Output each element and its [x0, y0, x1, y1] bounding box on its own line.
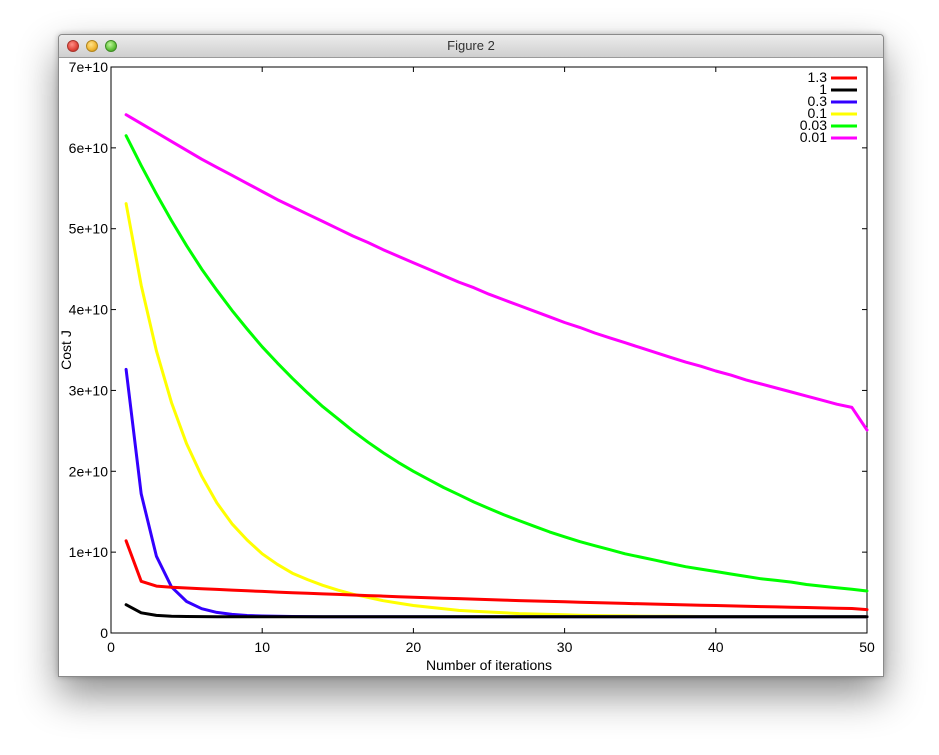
- x-tick-label: 40: [708, 639, 724, 655]
- y-tick-label: 3e+10: [69, 382, 109, 398]
- y-tick-label: 2e+10: [69, 463, 109, 479]
- series-lines: [124, 113, 869, 619]
- x-axis-label: Number of iterations: [426, 657, 552, 673]
- series-line-0-1: [124, 202, 869, 619]
- y-axis-ticks: 0 1e+10 2e+10 3e+10 4e+10 5e+10 6e+10 7e+10: [69, 59, 867, 641]
- y-tick-label: 0: [100, 625, 108, 641]
- window-title: Figure 2: [447, 38, 495, 53]
- y-axis-label: Cost J: [59, 330, 74, 370]
- legend: 1.310.30.10.030.01: [800, 69, 857, 145]
- figure-window: Figure 2 0 1e+10 2e+10 3e+10 4e+10 5e+10 6e+10…: [58, 34, 884, 677]
- close-window-icon[interactable]: [67, 40, 79, 52]
- y-tick-label: 1e+10: [69, 544, 109, 560]
- legend-label: 0.3: [808, 93, 828, 109]
- x-tick-label: 0: [107, 639, 115, 655]
- x-tick-label: 50: [859, 639, 875, 655]
- legend-label: 1.3: [808, 69, 828, 85]
- y-tick-label: 5e+10: [69, 221, 109, 237]
- x-axis-ticks: 0 10 20 30 40 50: [107, 67, 875, 655]
- series-line-0-01: [124, 113, 869, 432]
- x-tick-label: 10: [254, 639, 270, 655]
- series-line-1: [124, 603, 869, 619]
- series-line-1-3: [124, 539, 869, 612]
- plot-area-frame: [110, 66, 868, 634]
- title-bar[interactable]: Figure 2: [59, 35, 883, 58]
- legend-label: 0.03: [800, 117, 827, 133]
- y-tick-label: 6e+10: [69, 140, 109, 156]
- x-tick-label: 20: [406, 639, 422, 655]
- zoom-window-icon[interactable]: [105, 40, 117, 52]
- legend-label: 0.01: [800, 129, 827, 145]
- y-tick-label: 4e+10: [69, 302, 109, 318]
- series-line-0-3: [124, 367, 869, 619]
- y-tick-label: 7e+10: [69, 59, 109, 75]
- series-line-0-03: [124, 134, 869, 593]
- x-tick-label: 30: [557, 639, 573, 655]
- legend-label: 1: [819, 81, 827, 97]
- minimize-window-icon[interactable]: [86, 40, 98, 52]
- legend-label: 0.1: [808, 105, 828, 121]
